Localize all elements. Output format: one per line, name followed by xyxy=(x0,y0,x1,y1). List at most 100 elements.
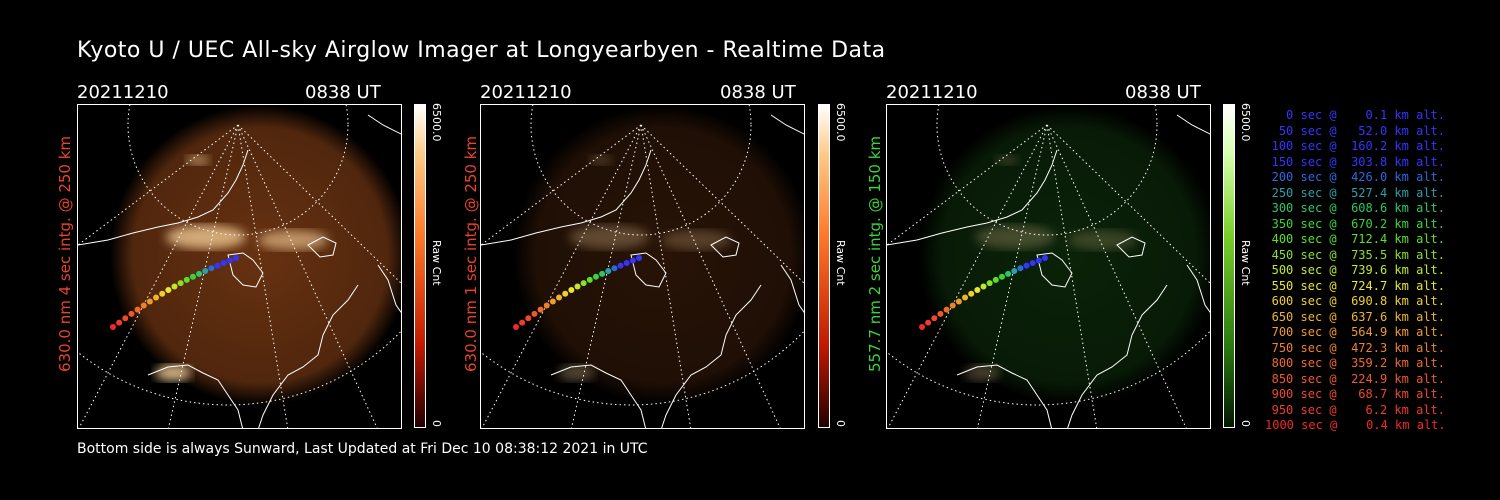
trajectory-point xyxy=(549,298,556,305)
panel-2-cbar-max: 6500.0 xyxy=(834,103,847,142)
trajectory-point xyxy=(998,273,1005,280)
trajectory-point xyxy=(992,276,999,283)
panel-1-cbar-unit: Raw Cnt xyxy=(430,240,443,286)
trajectory-point xyxy=(1005,270,1012,277)
coastline xyxy=(956,364,1053,428)
coastline xyxy=(770,114,804,135)
trajectory-point xyxy=(580,280,587,287)
legend-row: 50 sec @ 52.0 km alt. xyxy=(1278,123,1445,138)
trajectory-point xyxy=(233,255,239,261)
panel-2-allsky-image xyxy=(480,104,805,429)
airglow-disc xyxy=(110,105,401,405)
aurora-patch xyxy=(258,230,328,250)
latitude-circle xyxy=(936,105,1158,236)
legend-row: 300 sec @ 608.6 km alt. xyxy=(1271,201,1445,215)
longitude-line xyxy=(640,124,781,428)
aurora-patch xyxy=(1067,230,1137,250)
longitude-line xyxy=(640,124,692,428)
legend-row: 950 sec @ 6.2 km alt. xyxy=(1271,402,1445,417)
trajectory-point xyxy=(171,283,178,290)
trajectory-point xyxy=(986,280,993,287)
trajectory-point xyxy=(177,280,184,287)
panel-2-date: 20211210 xyxy=(480,82,572,103)
trajectory-point xyxy=(1017,265,1024,272)
aurora-patch xyxy=(186,155,210,165)
panel-1-colorbar xyxy=(414,104,426,428)
longitude-line xyxy=(237,124,378,428)
longitude-line xyxy=(237,124,289,428)
trajectory-point xyxy=(165,287,172,294)
trajectory-point xyxy=(525,315,532,322)
trajectory-point xyxy=(208,265,215,272)
trajectory-point xyxy=(128,310,135,317)
coastline xyxy=(710,236,740,258)
trajectory-point xyxy=(196,270,203,277)
trajectory-point xyxy=(592,273,599,280)
longitude-line xyxy=(887,124,1048,246)
longitude-line xyxy=(1046,124,1187,428)
latitude-circle xyxy=(127,105,349,236)
legend-row: 600 sec @ 690.8 km alt. xyxy=(1271,294,1445,308)
trajectory-point xyxy=(974,287,981,294)
trajectory-point xyxy=(629,257,636,264)
airglow-disc xyxy=(919,105,1210,405)
trajectory-point xyxy=(586,276,593,283)
panel-3-cbar-min: 0 xyxy=(1239,420,1252,427)
trajectory-point xyxy=(146,298,153,305)
legend-row: 0 sec @ 0.1 km alt. xyxy=(1286,108,1445,122)
trajectory-point xyxy=(159,290,166,297)
panel-3-side-label: 557.7 nm 2 sec intg. @ 150 km xyxy=(866,135,884,372)
legend-row: 1000 sec @ 0.4 km alt. xyxy=(1265,418,1446,432)
panel-3-cbar-unit: Raw Cnt xyxy=(1239,240,1252,286)
coastline xyxy=(661,284,762,428)
aurora-patch xyxy=(995,155,1019,165)
trajectory-legend: 0 sec @ 0.1 km alt. 50 sec @ 52.0 km alt.… xyxy=(1265,108,1446,434)
panel-3-cbar-max: 6500.0 xyxy=(1239,103,1252,142)
longitude-line xyxy=(78,124,239,428)
coastline xyxy=(78,149,249,246)
coastline xyxy=(377,264,401,314)
trajectory-point xyxy=(537,306,544,313)
trajectory-point xyxy=(110,324,116,330)
airglow-disc xyxy=(513,105,804,405)
aurora-patch xyxy=(975,225,1055,249)
legend-row: 450 sec @ 735.5 km alt. xyxy=(1271,247,1445,262)
trajectory-point xyxy=(214,262,221,269)
trajectory-point xyxy=(623,260,630,267)
legend-row: 250 sec @ 527.4 km alt. xyxy=(1271,185,1445,200)
trajectory-point xyxy=(220,260,227,267)
legend-row: 850 sec @ 224.9 km alt. xyxy=(1271,371,1445,386)
panel-2-side-label: 630.0 nm 1 sec intg. @ 250 km xyxy=(462,135,480,372)
trajectory-point xyxy=(556,294,563,301)
trajectory-point xyxy=(153,294,160,301)
panel-3-colorbar xyxy=(1223,104,1235,428)
trajectory-point xyxy=(1023,262,1030,269)
trajectory-point xyxy=(1035,257,1042,264)
coastline xyxy=(1186,264,1210,314)
coastline xyxy=(307,236,337,258)
trajectory-point xyxy=(980,283,987,290)
trajectory-point xyxy=(140,302,147,309)
trajectory-point xyxy=(122,315,129,322)
trajectory-point xyxy=(531,310,538,317)
trajectory-point xyxy=(226,257,233,264)
trajectory-point xyxy=(925,319,932,326)
panel-2-cbar-min: 0 xyxy=(834,420,847,427)
longitude-line xyxy=(887,124,1048,428)
legend-row: 800 sec @ 359.2 km alt. xyxy=(1271,356,1445,370)
aurora-patch xyxy=(569,225,649,249)
aurora-patch xyxy=(964,365,1000,381)
legend-row: 150 sec @ 303.8 km alt. xyxy=(1271,154,1445,169)
panel-1-side-label: 630.0 nm 4 sec intg. @ 250 km xyxy=(56,135,74,372)
coastline xyxy=(630,252,667,288)
longitude-line xyxy=(78,124,239,246)
trajectory-point xyxy=(1011,268,1018,275)
trajectory-point xyxy=(134,306,141,313)
coastline xyxy=(227,252,264,288)
panel-3-date: 20211210 xyxy=(886,82,978,103)
trajectory-point xyxy=(116,319,123,326)
longitude-line xyxy=(481,124,642,246)
trajectory-point xyxy=(568,287,575,294)
panel-1-allsky-image xyxy=(77,104,402,429)
trajectory-point xyxy=(919,324,925,330)
